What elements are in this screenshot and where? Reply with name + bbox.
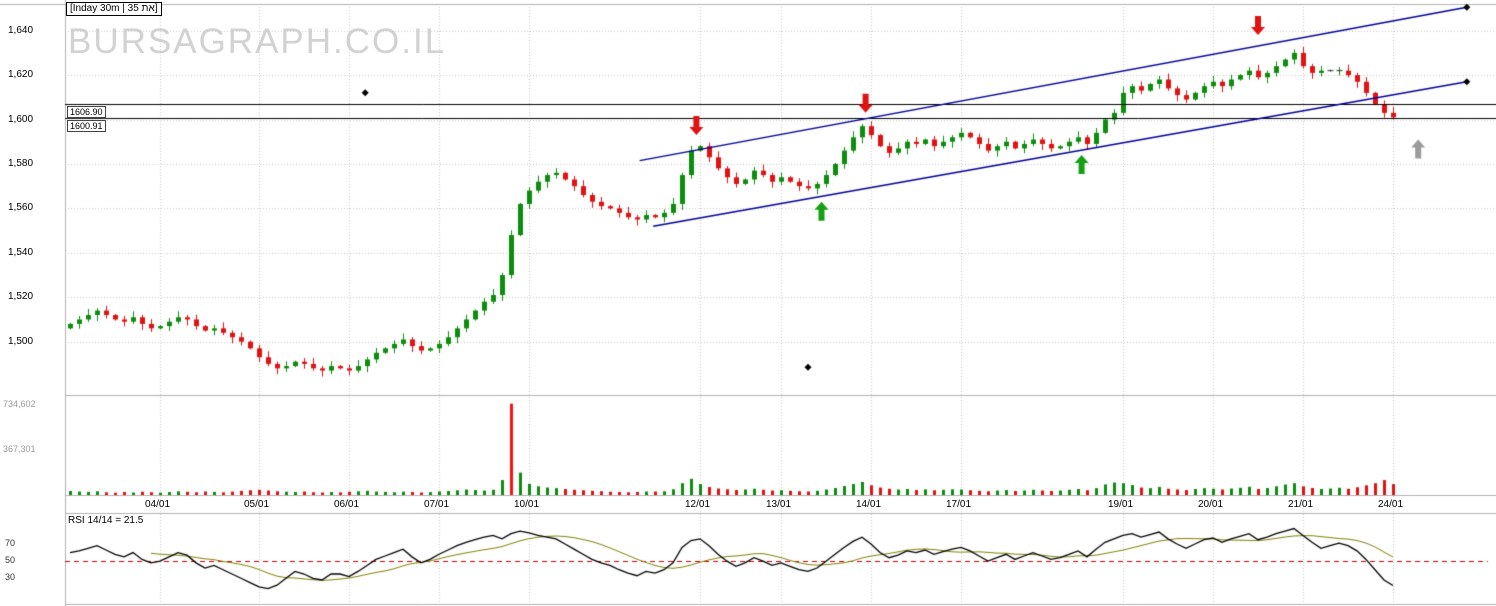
date-tick-label: 21/01 xyxy=(1288,499,1314,510)
price-tick-label: 1,540 xyxy=(8,246,34,258)
price-tick-label: 1,560 xyxy=(8,202,34,214)
price-tick-label: 1,620 xyxy=(8,69,34,81)
rsi-level-label: 50 xyxy=(5,555,16,566)
rsi-level-label: 30 xyxy=(5,572,16,583)
volume-tick-label: 367,301 xyxy=(3,444,36,455)
volume-tick-label: 734,602 xyxy=(3,398,36,409)
date-tick-label: 14/01 xyxy=(856,499,882,510)
rsi-level-label: 70 xyxy=(5,538,16,548)
price-tick-label: 1,580 xyxy=(8,157,34,169)
date-tick-label: 10/01 xyxy=(514,499,540,510)
price-line-label: 1606.90 xyxy=(67,105,106,118)
date-tick-label: 07/01 xyxy=(424,499,450,510)
price-line-label: 1600.91 xyxy=(67,119,106,132)
price-tick-label: 1,500 xyxy=(8,335,34,347)
date-tick-label: 17/01 xyxy=(946,499,972,510)
date-tick-label: 12/01 xyxy=(685,499,711,510)
date-tick-label: 05/01 xyxy=(244,499,270,510)
chart-title-box: [Inday 30m | 35 את] xyxy=(66,2,162,16)
date-tick-label: 24/01 xyxy=(1378,499,1404,510)
date-tick-label: 19/01 xyxy=(1108,499,1134,510)
date-tick-label: 04/01 xyxy=(145,499,171,510)
date-tick-label: 13/01 xyxy=(766,499,792,510)
date-tick-label: 06/01 xyxy=(334,499,360,510)
price-tick-label: 1,640 xyxy=(8,24,34,36)
price-tick-label: 1,600 xyxy=(8,113,34,125)
rsi-indicator-label: RSI 14/14 = 21.5 xyxy=(68,515,144,526)
chart-title: [Inday 30m | 35 את] xyxy=(70,3,158,14)
price-tick-label: 1,520 xyxy=(8,291,34,303)
date-tick-label: 20/01 xyxy=(1198,499,1224,510)
